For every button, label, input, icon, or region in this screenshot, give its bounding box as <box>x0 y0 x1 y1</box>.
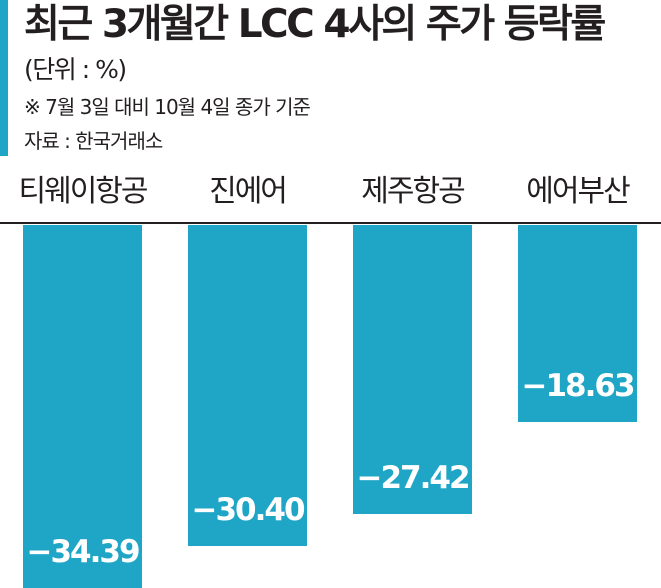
category-label-airbusan: 에어부산 <box>526 174 630 209</box>
basis-note: ※ 7월 3일 대비 10월 4일 종가 기준 <box>24 95 311 119</box>
source-label: 자료 : 한국거래소 <box>24 129 163 153</box>
value-label: −18.63 <box>521 367 635 404</box>
bar-tway: −34.39 <box>23 225 142 588</box>
bar-jejuair: −27.42 <box>353 225 472 515</box>
bar-airbusan: −18.63 <box>518 225 637 422</box>
value-label: −34.39 <box>26 533 140 570</box>
category-label-tway: 티웨이항공 <box>18 174 149 209</box>
category-label-jejuair: 제주항공 <box>361 174 465 209</box>
accent-stripe <box>0 0 8 156</box>
category-label-jinair: 진에어 <box>209 174 288 209</box>
zero-axis-line <box>0 222 661 224</box>
bar-jinair: −30.40 <box>188 225 307 546</box>
value-label: −30.40 <box>191 491 305 528</box>
chart-title: 최근 3개월간 LCC 4사의 주가 등락률 <box>24 2 606 47</box>
value-label: −27.42 <box>356 460 470 497</box>
unit-label: (단위 : %) <box>24 55 127 84</box>
